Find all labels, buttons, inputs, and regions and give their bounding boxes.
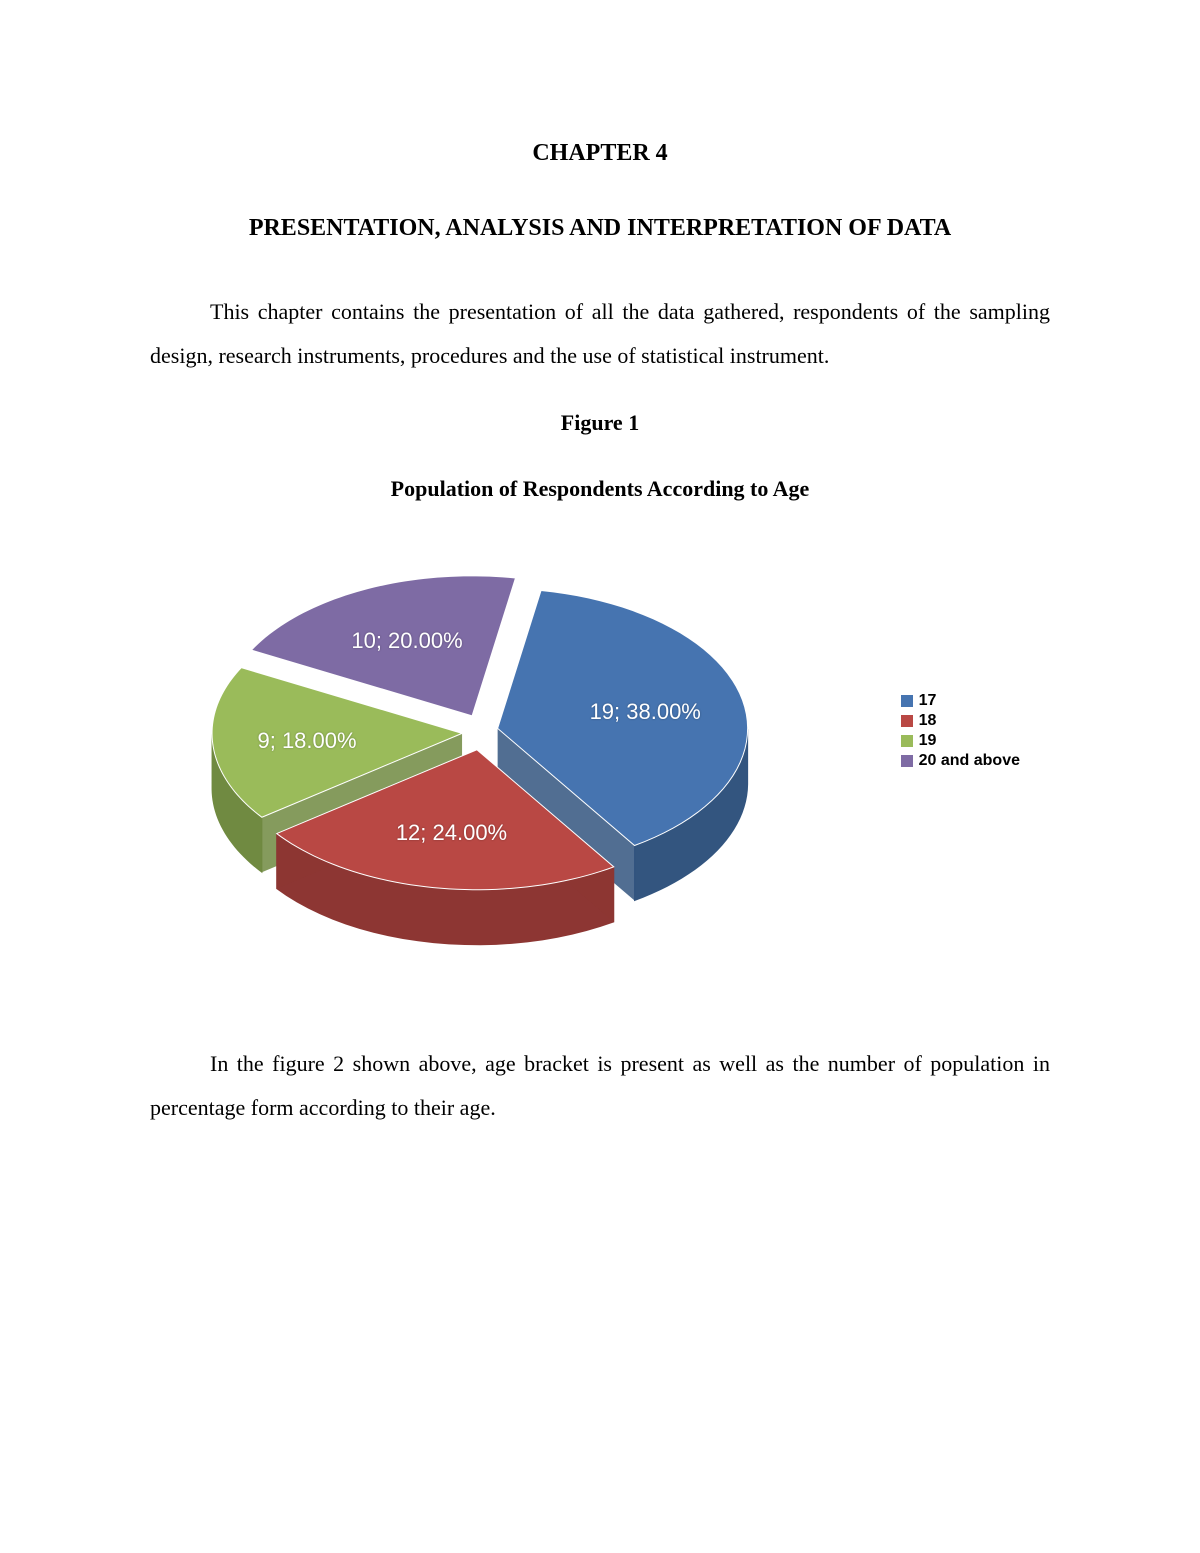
chapter-title: PRESENTATION, ANALYSIS AND INTERPRETATIO…: [150, 215, 1050, 242]
document-page: CHAPTER 4 PRESENTATION, ANALYSIS AND INT…: [0, 0, 1200, 1362]
slice-label: 10; 20.00%: [351, 628, 462, 654]
legend-item: 18: [901, 712, 1020, 730]
slice-label: 9; 18.00%: [257, 728, 356, 754]
figure-title: Population of Respondents According to A…: [150, 476, 1050, 502]
slice-label: 12; 24.00%: [396, 820, 507, 846]
chapter-number: CHAPTER 4: [150, 140, 1050, 167]
intro-paragraph: This chapter contains the presentation o…: [150, 290, 1050, 378]
legend-item: 19: [901, 732, 1020, 750]
legend-label: 17: [919, 692, 937, 710]
slice-label: 19; 38.00%: [590, 699, 701, 725]
legend-item: 20 and above: [901, 752, 1020, 770]
legend-swatch: [901, 755, 913, 767]
figure-label: Figure 1: [150, 410, 1050, 436]
chart-legend: 17 18 19 20 and above: [901, 692, 1020, 772]
closing-paragraph: In the figure 2 shown above, age bracket…: [150, 1042, 1050, 1130]
legend-label: 18: [919, 712, 937, 730]
legend-swatch: [901, 735, 913, 747]
legend-swatch: [901, 695, 913, 707]
pie-chart: 17 18 19 20 and above 19; 38.00% 12; 24.00% 9…: [150, 542, 1050, 982]
legend-item: 17: [901, 692, 1020, 710]
legend-swatch: [901, 715, 913, 727]
legend-label: 19: [919, 732, 937, 750]
legend-label: 20 and above: [919, 752, 1020, 770]
